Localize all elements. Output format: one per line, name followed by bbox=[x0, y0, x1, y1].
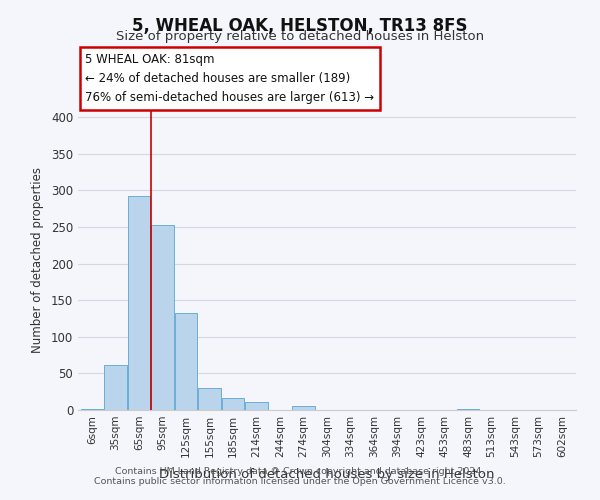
Bar bbox=[198, 388, 221, 410]
Bar bbox=[175, 314, 197, 410]
Text: Contains HM Land Registry data © Crown copyright and database right 2024.: Contains HM Land Registry data © Crown c… bbox=[115, 467, 485, 476]
Bar bbox=[245, 402, 268, 410]
Bar bbox=[151, 225, 174, 410]
Bar bbox=[81, 408, 103, 410]
Text: 5, WHEAL OAK, HELSTON, TR13 8FS: 5, WHEAL OAK, HELSTON, TR13 8FS bbox=[132, 18, 468, 36]
Y-axis label: Number of detached properties: Number of detached properties bbox=[31, 167, 44, 353]
Bar bbox=[221, 398, 244, 410]
Bar bbox=[104, 364, 127, 410]
X-axis label: Distribution of detached houses by size in Helston: Distribution of detached houses by size … bbox=[159, 468, 495, 481]
Text: Size of property relative to detached houses in Helston: Size of property relative to detached ho… bbox=[116, 30, 484, 43]
Text: Contains public sector information licensed under the Open Government Licence v3: Contains public sector information licen… bbox=[94, 477, 506, 486]
Bar bbox=[457, 408, 479, 410]
Text: 5 WHEAL OAK: 81sqm
← 24% of detached houses are smaller (189)
76% of semi-detach: 5 WHEAL OAK: 81sqm ← 24% of detached hou… bbox=[85, 53, 374, 104]
Bar bbox=[292, 406, 315, 410]
Bar bbox=[128, 196, 151, 410]
